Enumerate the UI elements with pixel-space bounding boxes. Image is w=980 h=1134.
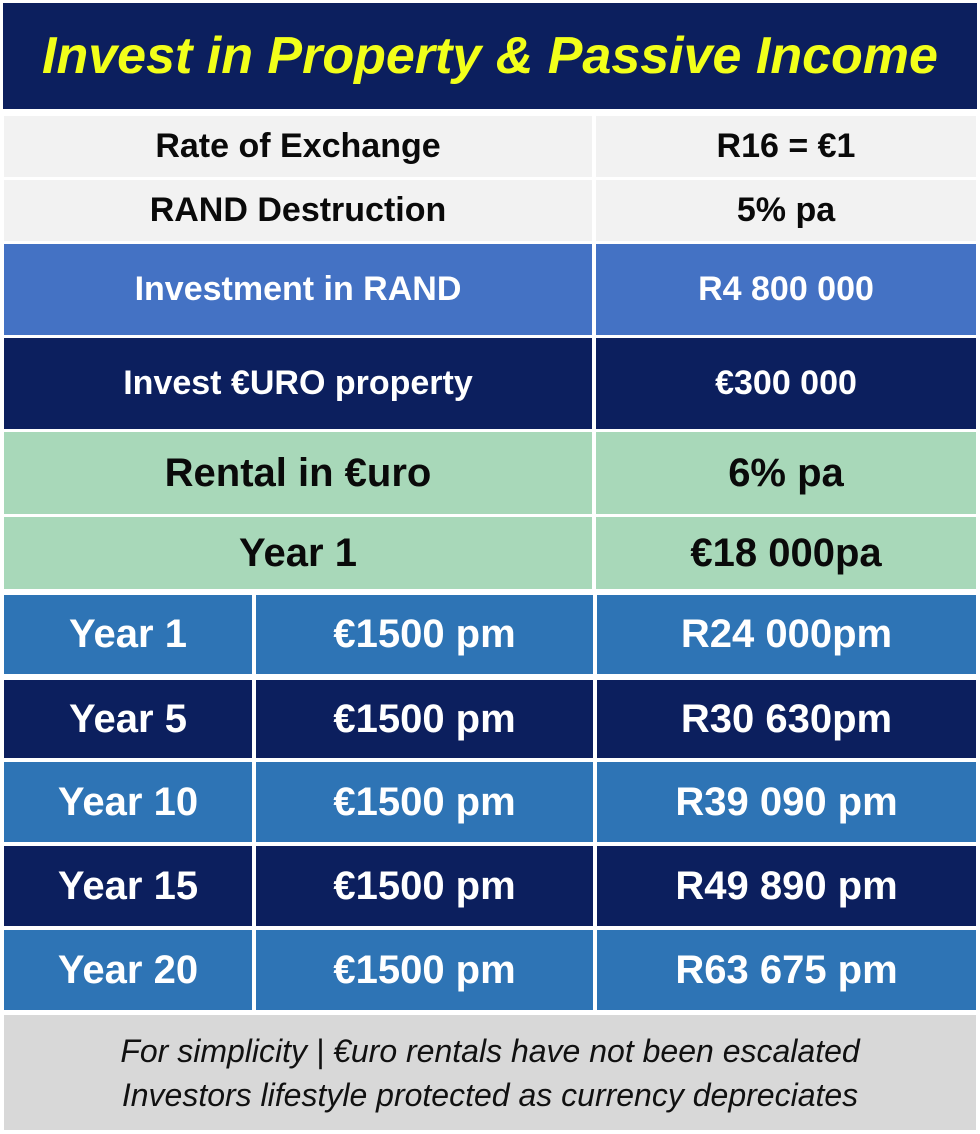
euro-rental: €1500 pm — [256, 930, 593, 1010]
rand-rental: R49 890 pm — [597, 846, 976, 926]
rental-label: Rental in €uro — [4, 432, 592, 514]
year1-total-label: Year 1 — [4, 517, 592, 589]
rand-rental: R24 000pm — [597, 595, 976, 674]
footnote: For simplicity | €uro rentals have not b… — [4, 1015, 976, 1130]
footnote-line-2: Investors lifestyle protected as currenc… — [121, 1076, 859, 1113]
rand-rental: R30 630pm — [597, 680, 976, 758]
page-title: Invest in Property & Passive Income — [0, 0, 980, 112]
footnote-line-1: For simplicity | €uro rentals have not b… — [120, 1032, 860, 1069]
euro-property-value: €300 000 — [596, 338, 976, 429]
year-label: Year 20 — [4, 930, 252, 1010]
rand-rental: R63 675 pm — [597, 930, 976, 1010]
rand-destruction-label: RAND Destruction — [4, 180, 592, 241]
exchange-rate-label: Rate of Exchange — [4, 116, 592, 177]
investment-rand-label: Investment in RAND — [4, 244, 592, 335]
year-label: Year 15 — [4, 846, 252, 926]
year-label: Year 1 — [4, 595, 252, 674]
exchange-rate-value: R16 = €1 — [596, 116, 976, 177]
euro-rental: €1500 pm — [256, 846, 593, 926]
euro-rental: €1500 pm — [256, 595, 593, 674]
year-label: Year 10 — [4, 762, 252, 842]
euro-property-label: Invest €URO property — [4, 338, 592, 429]
investment-rand-value: R4 800 000 — [596, 244, 976, 335]
year1-total-value: €18 000pa — [596, 517, 976, 589]
rand-destruction-value: 5% pa — [596, 180, 976, 241]
rental-value: 6% pa — [596, 432, 976, 514]
euro-rental: €1500 pm — [256, 762, 593, 842]
rand-rental: R39 090 pm — [597, 762, 976, 842]
year-label: Year 5 — [4, 680, 252, 758]
euro-rental: €1500 pm — [256, 680, 593, 758]
